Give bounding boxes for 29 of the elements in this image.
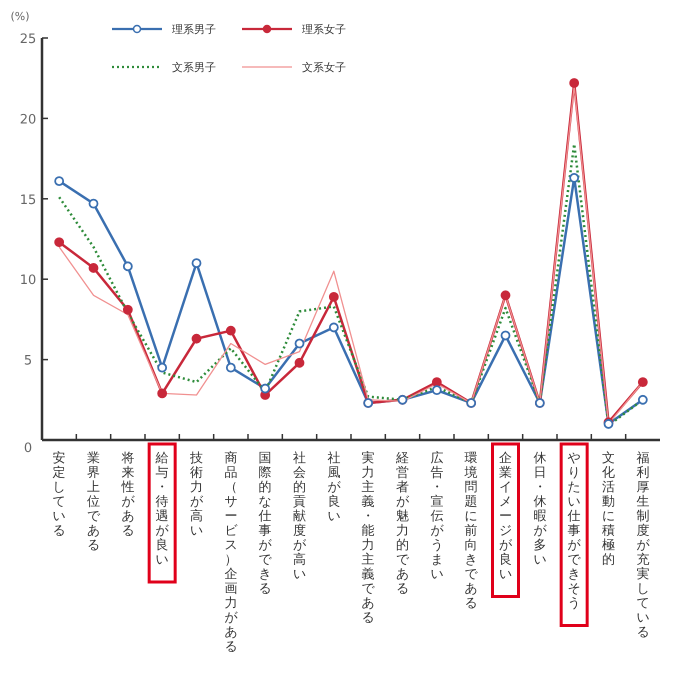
y-tick-label: 15 [20,192,36,208]
x-tick-label: 業界上位である [87,450,100,552]
x-tick-label: 環境問題に前向きである [464,450,478,610]
x-tick-label: 文化活動に積極的 [602,450,615,566]
x-tick-label: 社会的貢献度が高い [293,450,306,581]
x-tick-label: 社風が良い [327,450,340,523]
legend-label: 理系男子 [172,23,216,36]
x-tick-label: 広告・宣伝がうまい [430,450,444,581]
x-tick-label: 給与・待遇が良い [156,450,169,566]
x-tick-label: 安定している [52,450,66,538]
legend-label: 理系女子 [302,23,346,36]
x-tick-label: 休日・休暇が多い [533,450,546,566]
legend-label: 文系女子 [302,61,346,74]
y-tick-label: 20 [20,112,36,128]
x-tick-label: 商品（サービス）企画力がある [224,450,238,654]
x-tick-label: 国際的な仕事ができる [258,450,272,596]
x-tick-label: やりたい仕事ができそう [568,450,581,610]
x-tick-label: 経営者が魅力的である [396,450,409,596]
y-tick-label: 5 [24,354,32,369]
y-tick-label: 25 [20,32,36,47]
y-tick-label: 10 [20,273,36,288]
legend-label: 文系男子 [172,61,216,74]
y-axis-title: (%) [10,10,30,23]
x-tick-label: 将来性がある [121,450,134,538]
x-tick-label: 技術力が高い [190,450,203,538]
y-tick-label: 0 [24,441,32,456]
x-tick-label: 実力主義・能力主義である [362,450,375,624]
x-tick-label: 福利厚生制度が充実している [636,450,650,639]
x-tick-label: 企業イメージが良い [499,450,512,581]
